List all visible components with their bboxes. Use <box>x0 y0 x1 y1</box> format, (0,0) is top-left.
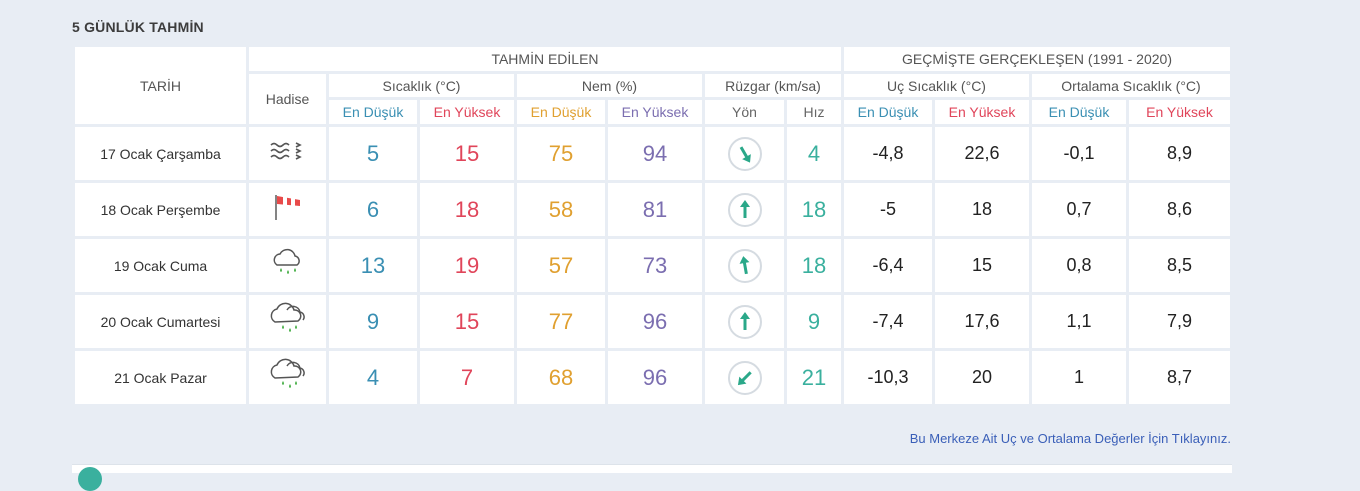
heavy-rain-cloud-icon <box>265 358 311 396</box>
header-humidity: Nem (%) <box>517 74 702 97</box>
row-avg-high: 8,9 <box>1129 127 1230 180</box>
row-wind-speed: 18 <box>787 183 841 236</box>
averages-link[interactable]: Bu Merkeze Ait Uç ve Ortalama Değerler İ… <box>909 431 1231 446</box>
row-temp-high: 15 <box>420 127 514 180</box>
row-ext-low: -5 <box>844 183 932 236</box>
header-temp-low: En Düşük <box>329 100 417 124</box>
row-temp-low: 4 <box>329 351 417 404</box>
row-avg-high: 7,9 <box>1129 295 1230 348</box>
row-avg-low: 0,7 <box>1032 183 1126 236</box>
header-history-group: GEÇMİŞTE GERÇEKLEŞEN (1991 - 2020) <box>844 47 1230 71</box>
table-row: 20 Ocak Cumartesi 9 15 77 96 9 -7,4 17,6 1,1 7,9 <box>75 295 1230 348</box>
row-ext-low: -10,3 <box>844 351 932 404</box>
row-avg-high: 8,5 <box>1129 239 1230 292</box>
header-avg-temp: Ortalama Sıcaklık (°C) <box>1032 74 1230 97</box>
row-weather-event <box>249 295 326 348</box>
wind-direction-arrow-icon <box>727 136 762 171</box>
row-date: 18 Ocak Perşembe <box>75 183 246 236</box>
header-avg-low: En Düşük <box>1032 100 1126 124</box>
header-temp-high: En Yüksek <box>420 100 514 124</box>
row-wind-speed: 9 <box>787 295 841 348</box>
row-humidity-low: 68 <box>517 351 605 404</box>
row-humidity-low: 58 <box>517 183 605 236</box>
row-humidity-low: 75 <box>517 127 605 180</box>
header-humidity-high: En Yüksek <box>608 100 702 124</box>
row-temp-high: 7 <box>420 351 514 404</box>
header-date: TARİH <box>75 47 246 124</box>
header-forecast-group: TAHMİN EDİLEN <box>249 47 841 71</box>
header-event: Hadise <box>249 74 326 124</box>
row-humidity-high: 73 <box>608 239 702 292</box>
row-ext-high: 18 <box>935 183 1029 236</box>
row-wind-speed: 21 <box>787 351 841 404</box>
next-section-bar <box>72 464 1232 473</box>
header-temperature: Sıcaklık (°C) <box>329 74 514 97</box>
row-temp-high: 15 <box>420 295 514 348</box>
header-humidity-low: En Düşük <box>517 100 605 124</box>
row-humidity-high: 81 <box>608 183 702 236</box>
fog-icon <box>268 142 308 169</box>
row-ext-low: -6,4 <box>844 239 932 292</box>
row-date: 21 Ocak Pazar <box>75 351 246 404</box>
row-avg-low: 1,1 <box>1032 295 1126 348</box>
row-avg-low: 0,8 <box>1032 239 1126 292</box>
wind-direction-arrow-icon <box>727 360 762 395</box>
windsock-icon <box>268 195 308 226</box>
heavy-rain-cloud-icon <box>265 302 311 340</box>
row-wind-direction <box>705 351 784 404</box>
row-wind-direction <box>705 183 784 236</box>
row-humidity-low: 57 <box>517 239 605 292</box>
row-ext-high: 15 <box>935 239 1029 292</box>
row-ext-high: 17,6 <box>935 295 1029 348</box>
table-row: 18 Ocak Perşembe 6 18 58 81 18 -5 18 0,7 8,6 <box>75 183 1230 236</box>
header-ext-low: En Düşük <box>844 100 932 124</box>
header-avg-high: En Yüksek <box>1129 100 1230 124</box>
next-section-icon <box>78 467 102 491</box>
wind-direction-arrow-icon <box>727 192 762 227</box>
header-wind: Rüzgar (km/sa) <box>705 74 841 97</box>
row-humidity-low: 77 <box>517 295 605 348</box>
row-avg-high: 8,7 <box>1129 351 1230 404</box>
row-humidity-high: 96 <box>608 351 702 404</box>
forecast-table: TARİH TAHMİN EDİLEN GEÇMİŞTE GERÇEKLEŞEN… <box>72 44 1233 407</box>
row-temp-low: 13 <box>329 239 417 292</box>
row-temp-low: 5 <box>329 127 417 180</box>
header-extreme-temp: Uç Sıcaklık (°C) <box>844 74 1029 97</box>
row-avg-low: -0,1 <box>1032 127 1126 180</box>
row-weather-event <box>249 183 326 236</box>
header-ext-high: En Yüksek <box>935 100 1029 124</box>
table-row: 21 Ocak Pazar 4 7 68 96 21 -10,3 20 1 8,7 <box>75 351 1230 404</box>
row-weather-event <box>249 351 326 404</box>
table-row: 19 Ocak Cuma 13 19 57 73 18 -6,4 15 0,8 8,5 <box>75 239 1230 292</box>
table-row: 17 Ocak Çarşamba 5 15 75 94 4 -4,8 22,6 -0,1 8,9 <box>75 127 1230 180</box>
row-ext-high: 20 <box>935 351 1029 404</box>
row-wind-direction <box>705 239 784 292</box>
row-wind-direction <box>705 127 784 180</box>
wind-direction-arrow-icon <box>727 304 762 339</box>
row-ext-low: -4,8 <box>844 127 932 180</box>
row-temp-low: 6 <box>329 183 417 236</box>
row-temp-high: 19 <box>420 239 514 292</box>
row-date: 19 Ocak Cuma <box>75 239 246 292</box>
row-wind-speed: 18 <box>787 239 841 292</box>
header-wind-direction: Yön <box>705 100 784 124</box>
wind-direction-arrow-icon <box>727 248 762 283</box>
row-ext-low: -7,4 <box>844 295 932 348</box>
row-humidity-high: 96 <box>608 295 702 348</box>
header-wind-speed: Hız <box>787 100 841 124</box>
row-temp-low: 9 <box>329 295 417 348</box>
row-ext-high: 22,6 <box>935 127 1029 180</box>
row-date: 20 Ocak Cumartesi <box>75 295 246 348</box>
rain-cloud-icon <box>268 248 308 283</box>
section-title: 5 GÜNLÜK TAHMİN <box>72 19 204 35</box>
row-avg-low: 1 <box>1032 351 1126 404</box>
row-wind-direction <box>705 295 784 348</box>
row-date: 17 Ocak Çarşamba <box>75 127 246 180</box>
row-humidity-high: 94 <box>608 127 702 180</box>
row-temp-high: 18 <box>420 183 514 236</box>
row-weather-event <box>249 239 326 292</box>
row-wind-speed: 4 <box>787 127 841 180</box>
row-avg-high: 8,6 <box>1129 183 1230 236</box>
row-weather-event <box>249 127 326 180</box>
